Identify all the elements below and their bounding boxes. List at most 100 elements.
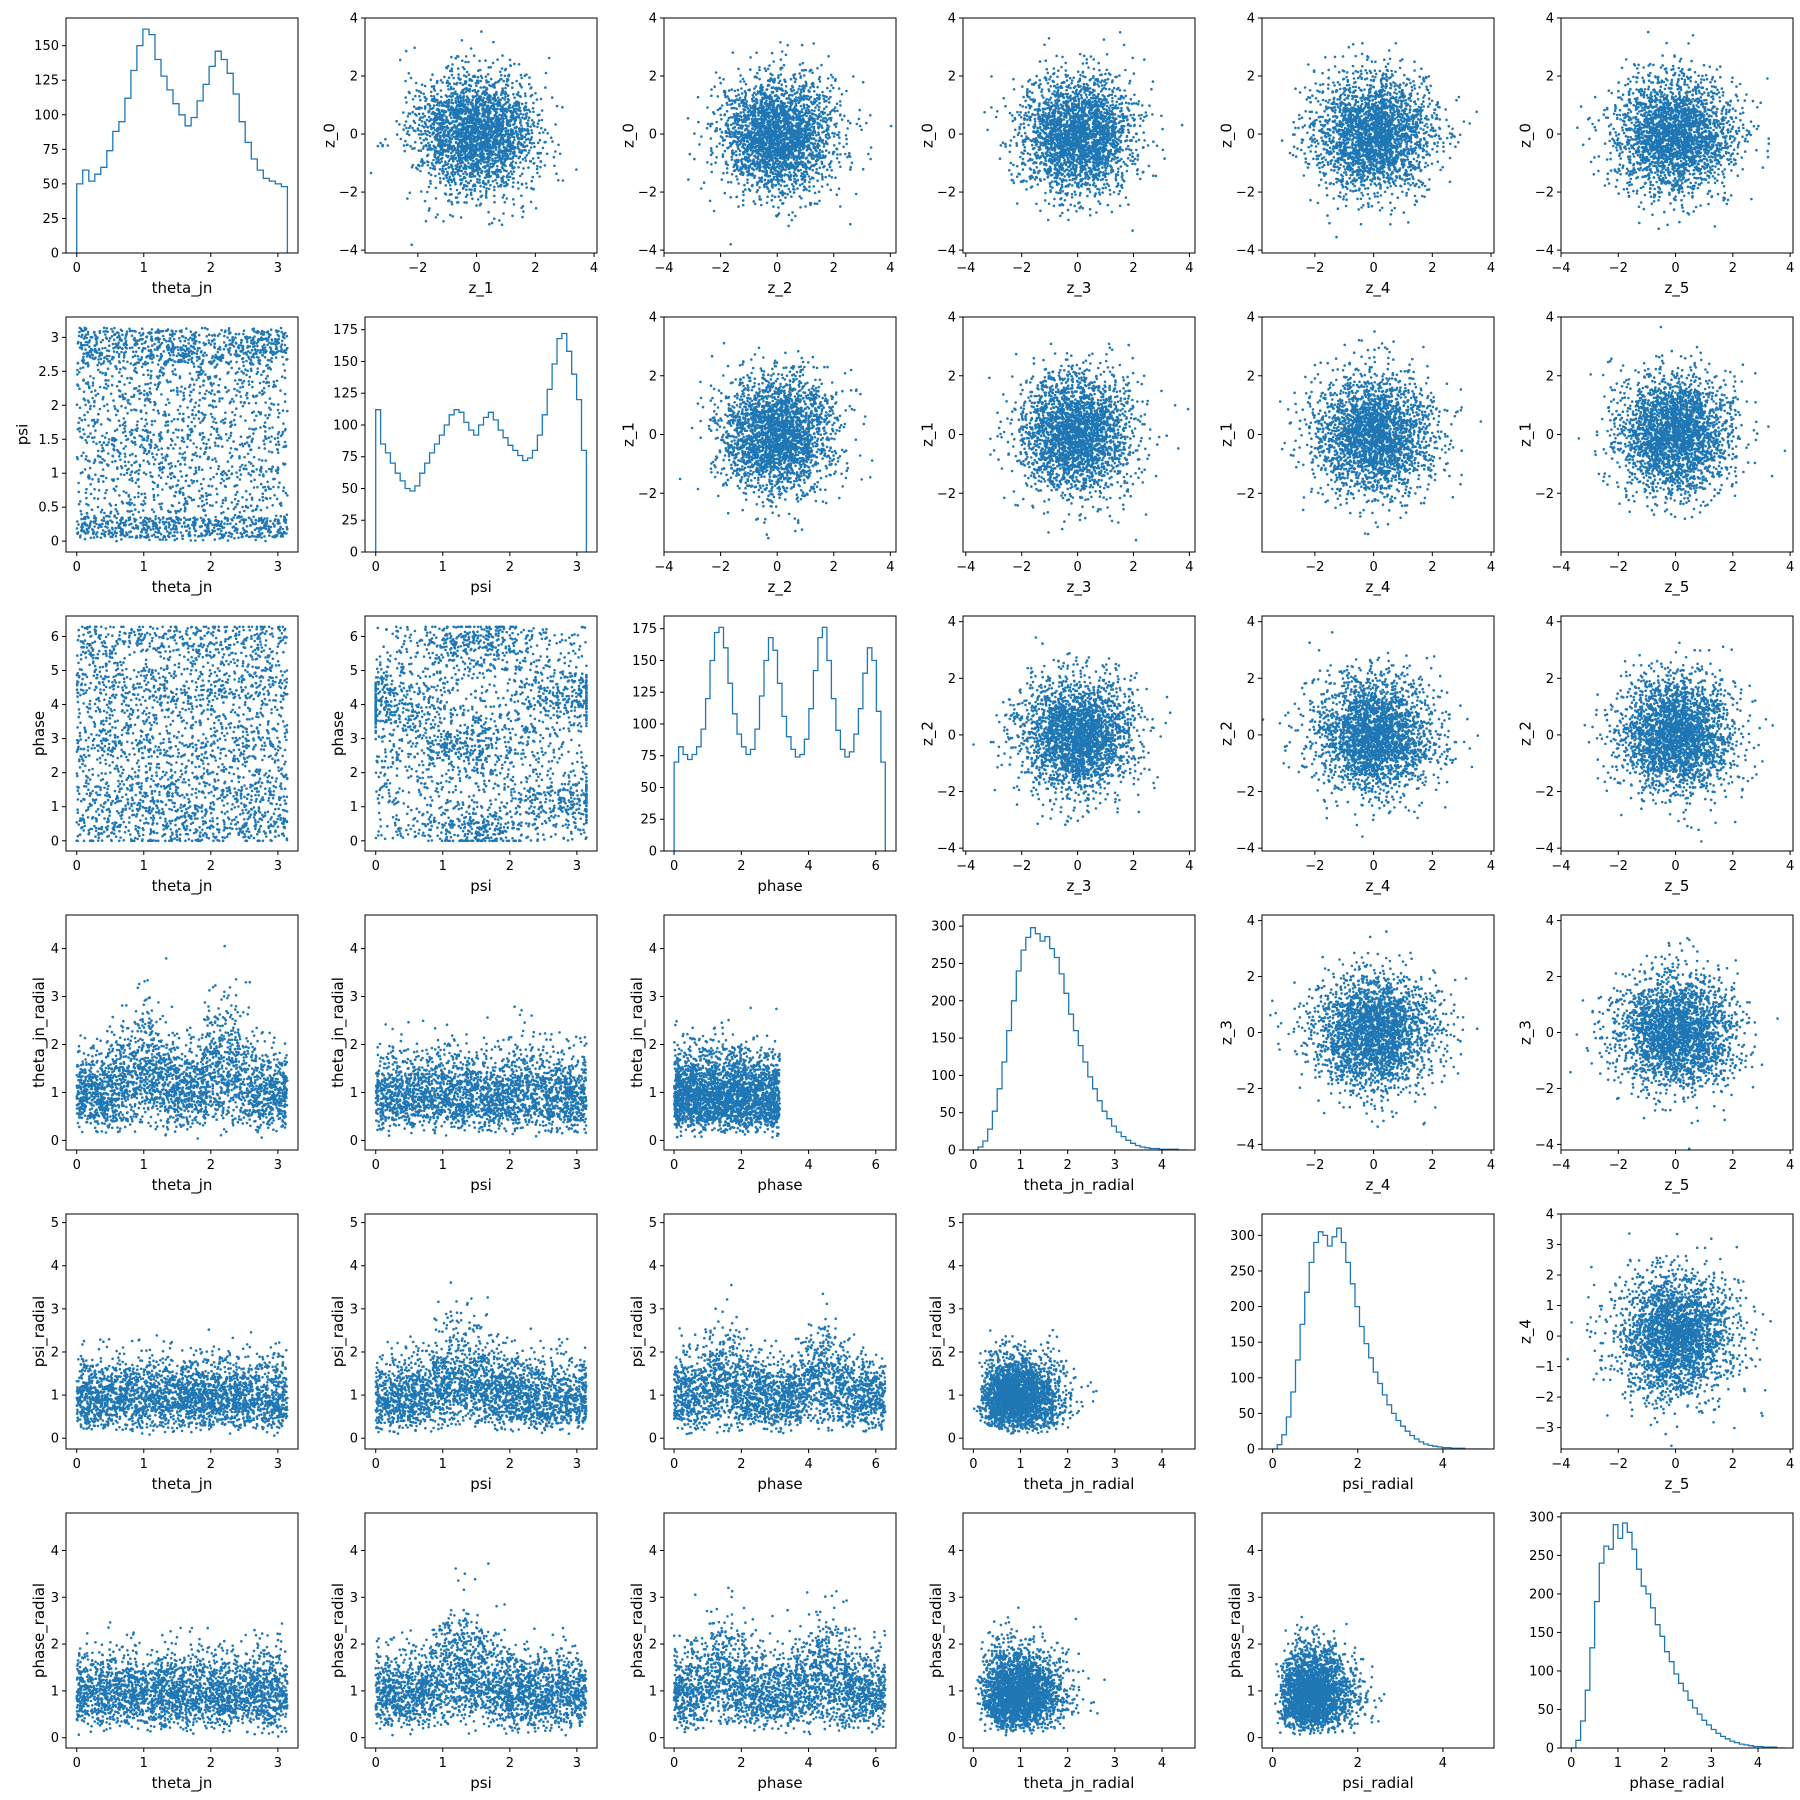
scatter-point (836, 157, 839, 160)
scatter-point (439, 125, 442, 128)
scatter-point (472, 96, 475, 99)
scatter-point (461, 59, 464, 62)
scatter-point (504, 93, 507, 96)
scatter-point (519, 84, 522, 87)
scatter-point (506, 119, 509, 122)
scatter-point (816, 202, 819, 205)
scatter-point (447, 147, 450, 150)
scatter-point (508, 172, 511, 175)
scatter-point (403, 150, 406, 153)
scatter-point (782, 152, 785, 155)
scatter-point (540, 98, 543, 101)
scatter-point (465, 173, 468, 176)
scatter-point (456, 189, 459, 192)
scatter-point (819, 156, 822, 159)
scatter-point (431, 122, 434, 125)
scatter-point (764, 103, 767, 106)
scatter-point (436, 134, 439, 137)
scatter-point (823, 107, 826, 110)
scatter-point (839, 205, 842, 208)
scatter-point (771, 52, 774, 55)
scatter-point (820, 126, 823, 129)
scatter-point (452, 77, 455, 80)
scatter-point (423, 145, 426, 148)
scatter-point (766, 157, 769, 160)
scatter-point (827, 77, 830, 80)
scatter-point (791, 123, 794, 126)
x-tick-label: 4 (590, 261, 598, 276)
scatter-point (729, 145, 732, 148)
scatter-point (482, 107, 485, 110)
scatter-point (742, 172, 745, 175)
scatter-point (776, 140, 779, 143)
scatter-point (731, 143, 734, 146)
scatter-point (849, 168, 852, 171)
scatter-point (471, 166, 474, 169)
scatter-point (726, 110, 729, 113)
scatter-point (526, 128, 529, 131)
scatter-point (497, 169, 500, 172)
scatter-point (737, 148, 740, 151)
scatter-point (740, 87, 743, 90)
scatter-point (712, 111, 715, 114)
scatter-point (476, 106, 479, 109)
scatter-point (448, 176, 451, 179)
y-tick-label: 100 (34, 108, 59, 123)
scatter-point (717, 109, 720, 112)
scatter-point (818, 190, 821, 193)
scatter-point (735, 150, 738, 153)
scatter-point (758, 69, 761, 72)
scatter-point (782, 166, 785, 169)
scatter-point (487, 173, 490, 176)
scatter-point (522, 210, 525, 213)
scatter-point (805, 69, 808, 72)
scatter-point (737, 127, 740, 130)
scatter-point (796, 187, 799, 190)
scatter-point (426, 160, 429, 163)
scatter-point (802, 88, 805, 91)
scatter-point (465, 158, 468, 161)
scatter-point (766, 170, 769, 173)
scatter-point (744, 90, 747, 93)
scatter-point (821, 110, 824, 113)
scatter-point (470, 194, 473, 197)
scatter-point (456, 82, 459, 85)
scatter-point (492, 62, 495, 65)
scatter-point (847, 120, 850, 123)
scatter-point (423, 115, 426, 118)
scatter-point (507, 136, 510, 139)
scatter-point (495, 123, 498, 126)
scatter-point (421, 120, 424, 123)
scatter-point (799, 95, 802, 98)
scatter-point (450, 111, 453, 114)
scatter-point (806, 173, 809, 176)
scatter-point (482, 112, 485, 115)
scatter-point (517, 187, 520, 190)
scatter-point (489, 184, 492, 187)
scatter-point (425, 220, 428, 223)
scatter-point (821, 173, 824, 176)
scatter-point (415, 89, 418, 92)
scatter-point (754, 75, 757, 78)
scatter-point (465, 125, 468, 128)
scatter-point (509, 165, 512, 168)
scatter-point (494, 153, 497, 156)
scatter-point (813, 110, 816, 113)
scatter-point (770, 166, 773, 169)
scatter-point (462, 83, 465, 86)
scatter-point (715, 156, 718, 159)
scatter-point (430, 91, 433, 94)
scatter-point (805, 157, 808, 160)
scatter-point (398, 123, 401, 126)
scatter-point (754, 165, 757, 168)
x-tick-label: 3 (274, 261, 282, 276)
scatter-point (833, 135, 836, 138)
scatter-point (838, 136, 841, 139)
scatter-point (763, 92, 766, 95)
scatter-point (532, 188, 535, 191)
scatter-point (424, 200, 427, 203)
scatter-point (855, 193, 858, 196)
scatter-point (848, 152, 851, 155)
scatter-point (785, 123, 788, 126)
scatter-point (726, 147, 729, 150)
